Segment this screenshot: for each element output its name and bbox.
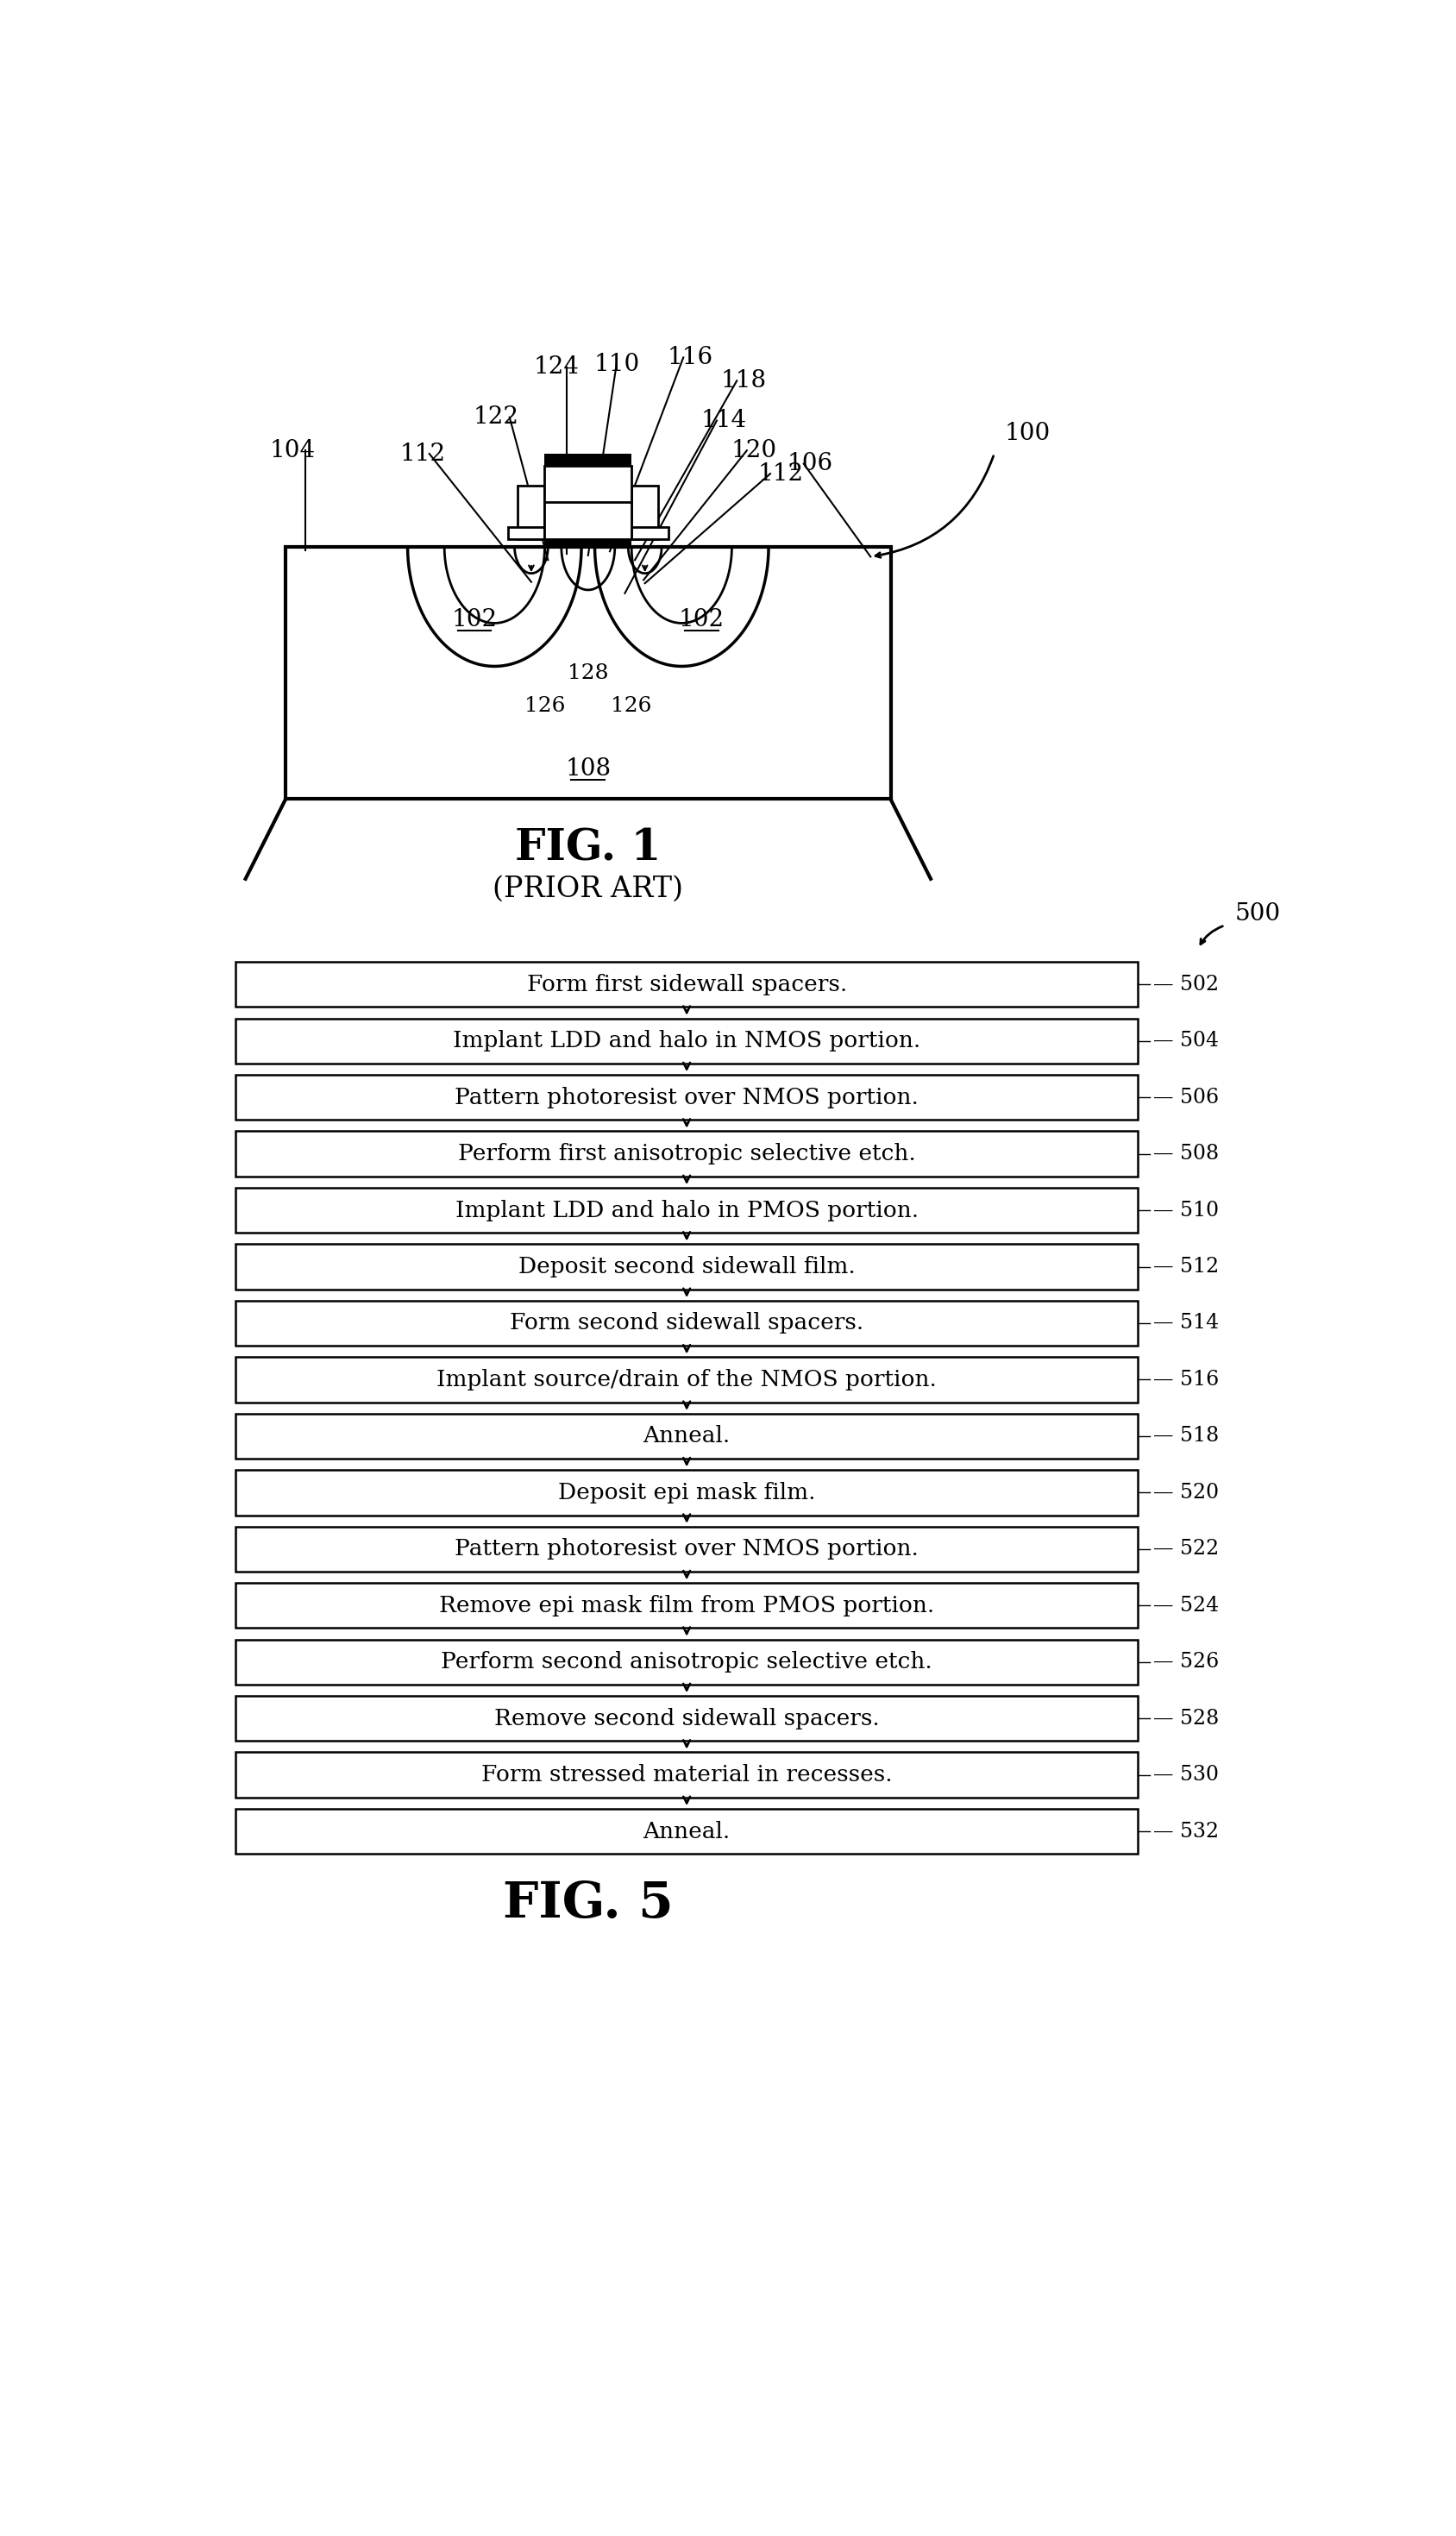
Text: Implant source/drain of the NMOS portion.: Implant source/drain of the NMOS portion… (437, 1369, 936, 1390)
Text: 116: 116 (667, 345, 713, 370)
Bar (285, 548, 891, 799)
Text: — 502: — 502 (1153, 974, 1219, 994)
Bar (236, 1808, 1139, 1854)
Text: — 512: — 512 (1153, 1258, 1219, 1276)
Text: Form stressed material in recesses.: Form stressed material in recesses. (480, 1765, 893, 1785)
Bar (236, 961, 1139, 1007)
Text: — 514: — 514 (1153, 1314, 1219, 1334)
Text: — 506: — 506 (1153, 1088, 1219, 1108)
Text: 120: 120 (731, 439, 776, 462)
Text: 106: 106 (788, 451, 833, 474)
Text: — 510: — 510 (1153, 1200, 1219, 1220)
Text: FIG. 1: FIG. 1 (515, 827, 661, 870)
Bar (236, 1752, 1139, 1798)
Bar (236, 1638, 1139, 1684)
Text: — 520: — 520 (1153, 1484, 1219, 1501)
Bar (236, 1075, 1139, 1121)
Text: 114: 114 (700, 408, 747, 431)
Bar (632, 527, 668, 538)
Text: 108: 108 (565, 758, 612, 781)
Bar (632, 487, 658, 538)
Text: Perform first anisotropic selective etch.: Perform first anisotropic selective etch… (457, 1144, 916, 1164)
Text: — 516: — 516 (1153, 1369, 1219, 1390)
Bar (236, 1582, 1139, 1628)
Bar (545, 538, 632, 548)
Text: Perform second anisotropic selective etch.: Perform second anisotropic selective etc… (441, 1651, 932, 1674)
Text: 118: 118 (721, 370, 766, 393)
Text: 124: 124 (533, 355, 579, 378)
Bar (236, 1357, 1139, 1402)
Text: 126: 126 (524, 697, 565, 715)
Text: 128: 128 (568, 662, 609, 682)
Text: — 532: — 532 (1153, 1821, 1219, 1841)
Text: Remove epi mask film from PMOS portion.: Remove epi mask film from PMOS portion. (440, 1595, 935, 1615)
Bar (236, 1413, 1139, 1458)
Bar (236, 1471, 1139, 1514)
Text: Remove second sidewall spacers.: Remove second sidewall spacers. (494, 1707, 879, 1730)
Bar (545, 454, 632, 467)
Bar (236, 1131, 1139, 1177)
Text: 122: 122 (473, 406, 518, 429)
Text: — 528: — 528 (1153, 1709, 1219, 1730)
Text: Deposit second sidewall film.: Deposit second sidewall film. (518, 1255, 855, 1278)
Text: Implant LDD and halo in NMOS portion.: Implant LDD and halo in NMOS portion. (453, 1030, 920, 1052)
Text: — 504: — 504 (1153, 1032, 1219, 1050)
Text: 126: 126 (612, 697, 652, 715)
Text: Form second sidewall spacers.: Form second sidewall spacers. (510, 1314, 863, 1334)
Text: 500: 500 (1235, 903, 1281, 926)
Bar (236, 1697, 1139, 1742)
Text: Pattern photoresist over NMOS portion.: Pattern photoresist over NMOS portion. (454, 1539, 919, 1560)
Text: 104: 104 (269, 439, 314, 462)
Text: 112: 112 (757, 462, 804, 484)
Bar (236, 1245, 1139, 1288)
Bar (236, 1527, 1139, 1572)
Text: — 508: — 508 (1153, 1144, 1219, 1164)
Text: FIG. 5: FIG. 5 (502, 1879, 673, 1927)
Text: 100: 100 (1005, 421, 1050, 446)
Text: Form first sidewall spacers.: Form first sidewall spacers. (527, 974, 847, 994)
Text: — 524: — 524 (1153, 1595, 1219, 1615)
Text: — 522: — 522 (1153, 1539, 1219, 1560)
Text: Anneal.: Anneal. (644, 1425, 731, 1448)
Bar (236, 1019, 1139, 1063)
Text: Pattern photoresist over NMOS portion.: Pattern photoresist over NMOS portion. (454, 1085, 919, 1108)
Text: Deposit epi mask film.: Deposit epi mask film. (558, 1481, 815, 1504)
Bar (545, 467, 632, 538)
Text: 102: 102 (678, 609, 725, 631)
Text: 110: 110 (594, 353, 639, 375)
Bar (508, 527, 545, 538)
Text: Implant LDD and halo in PMOS portion.: Implant LDD and halo in PMOS portion. (456, 1200, 919, 1220)
Bar (518, 487, 545, 538)
Bar (236, 1187, 1139, 1232)
Text: — 530: — 530 (1153, 1765, 1219, 1785)
Text: (PRIOR ART): (PRIOR ART) (492, 875, 683, 903)
Text: — 526: — 526 (1153, 1651, 1219, 1671)
Text: 102: 102 (451, 609, 498, 631)
Text: 112: 112 (400, 441, 446, 467)
Text: Anneal.: Anneal. (644, 1821, 731, 1841)
Bar (236, 1301, 1139, 1347)
Text: — 518: — 518 (1153, 1425, 1219, 1446)
